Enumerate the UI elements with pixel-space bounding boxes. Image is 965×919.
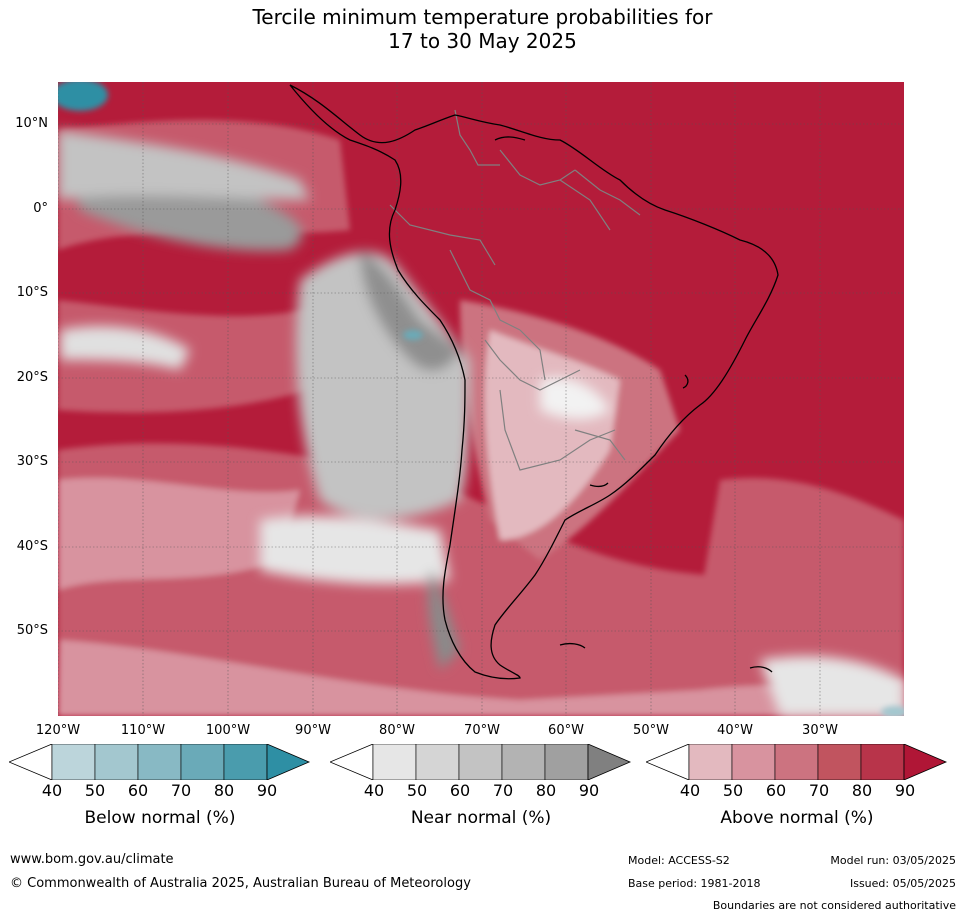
above-mid-west <box>58 300 360 413</box>
below-colorbar-segment <box>137 744 182 780</box>
lat-label: 0° <box>33 201 48 216</box>
near-normal-parana <box>540 377 610 420</box>
near-normal-title: Near normal (%) <box>410 808 552 828</box>
below-normal-colorbar <box>9 744 311 780</box>
above-colorbar-extend-high <box>903 744 948 780</box>
lat-label: 30°S <box>16 454 48 469</box>
near-colorbar-extend-low <box>330 744 374 780</box>
above-colorbar-tick: 80 <box>851 781 873 800</box>
lon-label: 70°W <box>464 723 500 738</box>
model-run-date: Model run: 03/05/2025 <box>830 854 956 867</box>
lon-label: 110°W <box>120 723 166 738</box>
near-normal-colorbar <box>330 744 632 780</box>
lon-label: 100°W <box>205 723 251 738</box>
above-colorbar-tick: 50 <box>722 781 744 800</box>
above-colorbar-tick: 60 <box>765 781 787 800</box>
near-normal-patagonia <box>428 570 460 670</box>
near-normal-peru <box>360 250 460 371</box>
near-colorbar-tick: 60 <box>449 781 471 800</box>
near-colorbar-segment <box>458 744 503 780</box>
above-colorbar-segment <box>860 744 905 780</box>
above-mid-atlantic <box>700 478 904 629</box>
near-colorbar-segment <box>372 744 417 780</box>
country-borders <box>389 109 641 471</box>
above-light-southeast <box>58 640 904 716</box>
lon-label: 80°W <box>379 723 415 738</box>
above-normal-colorbar <box>646 744 948 780</box>
below-normal-title: Below normal (%) <box>84 808 236 828</box>
near-colorbar-tick: 80 <box>535 781 557 800</box>
near-normal-east-pacific <box>296 251 470 519</box>
lat-label: 10°S <box>16 285 48 300</box>
above-colorbar-tick: 40 <box>679 781 701 800</box>
below-colorbar-tick: 90 <box>256 781 278 800</box>
below-colorbar-extend-high <box>266 744 311 780</box>
base-period: Base period: 1981-2018 <box>628 877 761 890</box>
below-colorbar-tick: 60 <box>127 781 149 800</box>
lon-label: 90°W <box>295 723 331 738</box>
near-colorbar-tick: 70 <box>492 781 514 800</box>
below-colorbar-tick: 80 <box>213 781 235 800</box>
near-colorbar-tick: 50 <box>406 781 428 800</box>
below-normal-peru-spot <box>403 330 423 340</box>
below-normal-sw-spot <box>881 706 904 716</box>
lon-label: 60°W <box>548 723 584 738</box>
below-colorbar-segment <box>94 744 139 780</box>
below-colorbar-segment <box>51 744 96 780</box>
above-colorbar-segment <box>817 744 862 780</box>
above-colorbar-extend-low <box>646 744 690 780</box>
copyright-notice: © Commonwealth of Australia 2025, Austra… <box>10 876 471 891</box>
coastline <box>289 84 779 680</box>
issued-date: Issued: 05/05/2025 <box>849 877 956 890</box>
below-colorbar-tick: 70 <box>170 781 192 800</box>
below-normal-nw-corner <box>58 82 108 111</box>
lat-label: 20°S <box>16 370 48 385</box>
near-colorbar-extend-high <box>587 744 632 780</box>
near-normal-south-atlantic <box>760 656 904 716</box>
lat-label: 40°S <box>16 539 48 554</box>
below-colorbar-segment <box>223 744 268 780</box>
above-colorbar-segment <box>774 744 819 780</box>
lat-label: 50°S <box>16 623 48 638</box>
above-colorbar-tick: 70 <box>808 781 830 800</box>
below-colorbar-extend-low <box>9 744 53 780</box>
above-colorbar-segment <box>731 744 776 780</box>
near-colorbar-tick: 90 <box>578 781 600 800</box>
near-colorbar-segment <box>415 744 460 780</box>
lon-label: 120°W <box>35 723 81 738</box>
above-colorbar-segment <box>688 744 733 780</box>
below-colorbar-tick: 40 <box>41 781 63 800</box>
above-normal-title: Above normal (%) <box>720 808 874 828</box>
graticule <box>58 82 904 716</box>
near-colorbar-segment <box>544 744 589 780</box>
chart-title-line1: Tercile minimum temperature probabilitie… <box>252 5 713 29</box>
lon-label: 30°W <box>802 723 838 738</box>
above-light-south <box>58 477 300 590</box>
website-link[interactable]: www.bom.gov.au/climate <box>10 852 174 867</box>
chart-title-line2: 17 to 30 May 2025 <box>388 29 577 53</box>
lon-label: 40°W <box>717 723 753 738</box>
near-normal-chile-light <box>260 515 450 585</box>
near-colorbar-segment <box>501 744 546 780</box>
below-colorbar-tick: 50 <box>84 781 106 800</box>
model-name: Model: ACCESS-S2 <box>628 854 730 867</box>
near-colorbar-tick: 40 <box>363 781 385 800</box>
above-light-continent <box>484 330 620 540</box>
near-normal-pacific-band <box>60 326 190 370</box>
near-normal-equatorial-light <box>58 130 310 200</box>
below-colorbar-segment <box>180 744 225 780</box>
boundaries-disclaimer: Boundaries are not considered authoritat… <box>712 899 956 912</box>
lat-label: 10°N <box>15 116 48 131</box>
lon-label: 50°W <box>633 723 669 738</box>
above-colorbar-tick: 90 <box>894 781 916 800</box>
